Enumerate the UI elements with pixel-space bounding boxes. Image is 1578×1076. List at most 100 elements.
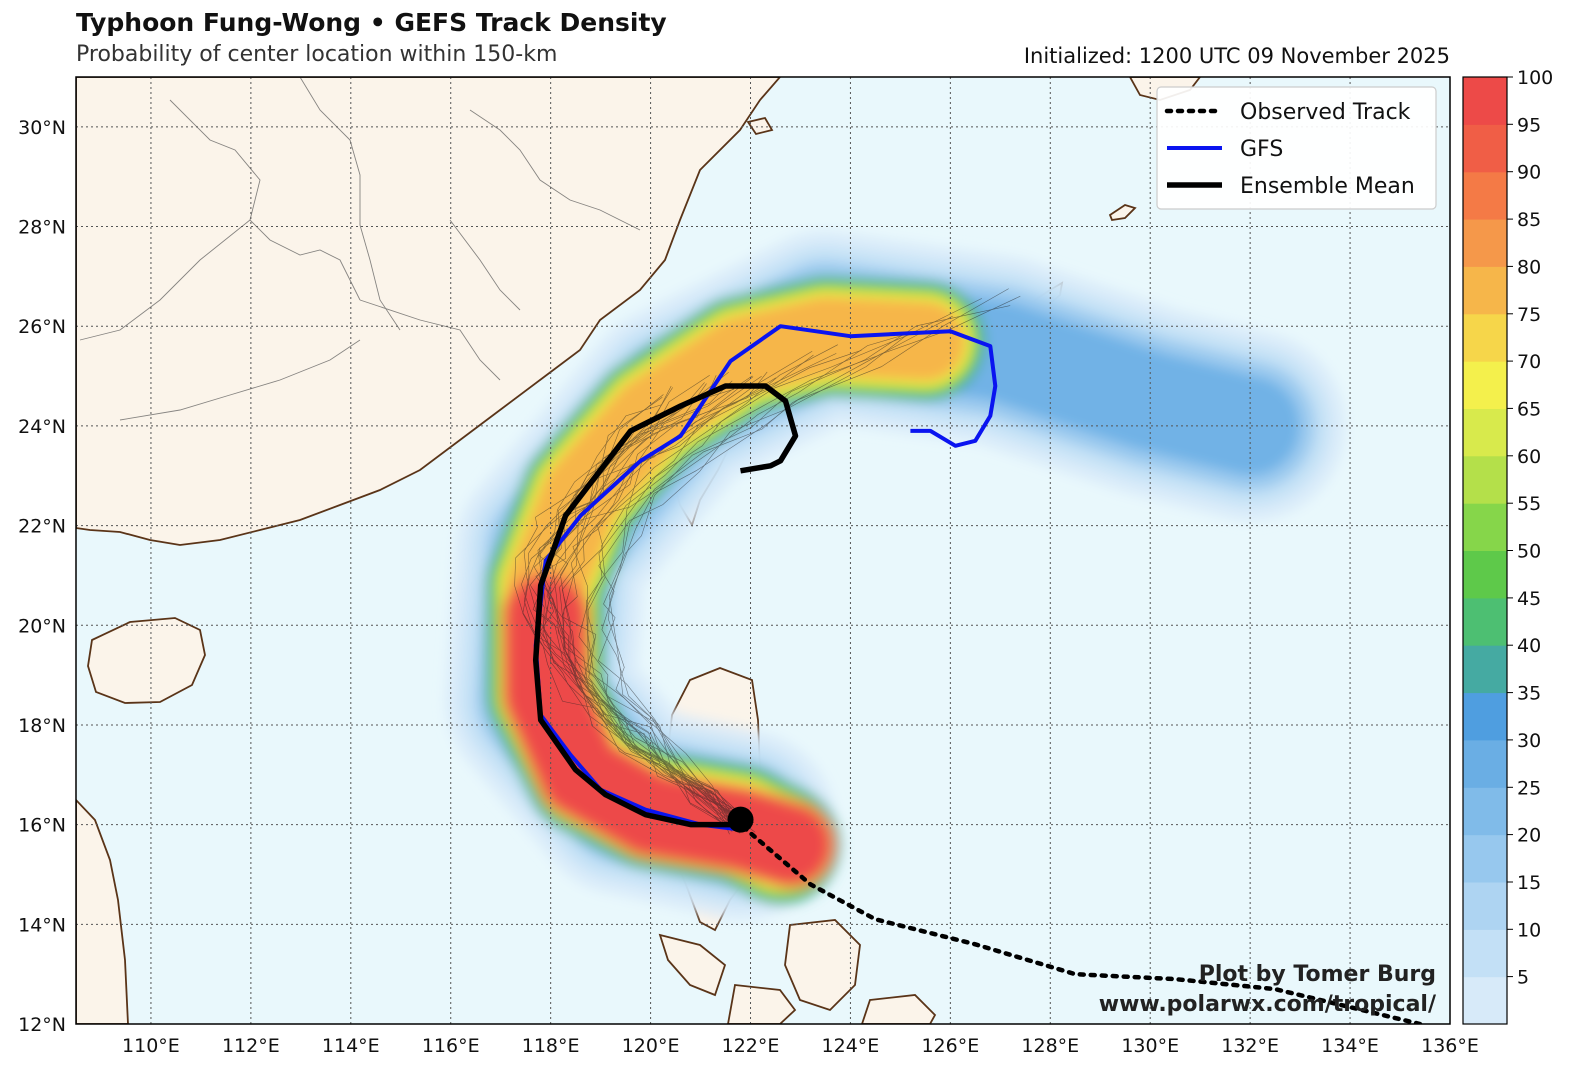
- colorbar-segment: [1463, 597, 1507, 646]
- colorbar-tick-label: 15: [1517, 872, 1541, 894]
- lat-label: 12°N: [18, 1014, 66, 1036]
- longitude-labels: 110°E 112°E 114°E 116°E 118°E 120°E 122°E 124°E…: [122, 1035, 1479, 1057]
- chart-subtitle: Probability of center location within 15…: [76, 42, 558, 67]
- credit-url: www.polarwx.com/tropical/: [1099, 992, 1437, 1017]
- colorbar-tick-label: 20: [1517, 825, 1541, 847]
- land-panay: [727, 984, 797, 1024]
- lon-label: 116°E: [422, 1035, 480, 1057]
- lat-label: 28°N: [18, 217, 66, 239]
- lat-label: 24°N: [18, 416, 66, 438]
- lon-label: 134°E: [1321, 1035, 1379, 1057]
- ensemble-member-track: [578, 332, 914, 818]
- lat-label: 30°N: [18, 117, 66, 139]
- lon-label: 118°E: [522, 1035, 580, 1057]
- colorbar-tick-label: 95: [1517, 114, 1541, 136]
- colorbar-tick-label: 30: [1517, 730, 1541, 752]
- colorbar-segment: [1463, 313, 1507, 362]
- colorbar-segment: [1463, 171, 1507, 220]
- land-hainan: [87, 617, 206, 704]
- chart-title: Typhoon Fung-Wong • GEFS Track Density: [76, 8, 667, 37]
- colorbar-tick-label: 45: [1517, 588, 1541, 610]
- initialized-time: Initialized: 1200 UTC 09 November 2025: [1023, 44, 1450, 68]
- colorbar-tick-label: 35: [1517, 683, 1541, 705]
- current-position-marker: [727, 806, 754, 833]
- province-borders: [79, 77, 641, 421]
- land-china: [76, 77, 782, 546]
- colorbar-tick-label: 100: [1517, 67, 1553, 89]
- ensemble-member-track: [542, 380, 737, 831]
- land-negros: [861, 994, 937, 1024]
- colorbar-tick-label: 25: [1517, 777, 1541, 799]
- colorbar-labels: 100 95 90 85 80 75 70 65 60 55 50 45 40 35 30 25 20 15 10 5: [1507, 67, 1553, 989]
- ensemble-member-track: [608, 288, 1009, 817]
- land-japan-isles: [746, 116, 774, 136]
- colorbar-tick-label: 60: [1517, 446, 1541, 468]
- ensemble-member-track: [587, 315, 953, 833]
- colorbar-tick-label: 40: [1517, 635, 1541, 657]
- colorbar-segment: [1463, 408, 1507, 457]
- land-samar-leyte: [784, 919, 861, 1012]
- colorbar-tick-label: 55: [1517, 493, 1541, 515]
- colorbar-segment: [1463, 739, 1507, 788]
- map-frame: [75, 76, 1451, 1025]
- colorbar-tick-label: 10: [1517, 919, 1541, 941]
- land-mindoro: [658, 933, 727, 997]
- land-indochina: [76, 798, 129, 1024]
- observed-track-line: [738, 822, 1423, 1024]
- lat-label: 18°N: [18, 715, 66, 737]
- colorbar-tick-label: 65: [1517, 398, 1541, 420]
- ensemble-member-track: [608, 295, 1021, 827]
- colorbar-tick-label: 50: [1517, 541, 1541, 563]
- colorbar-tick-label: 90: [1517, 162, 1541, 184]
- colorbar-tick-label: 75: [1517, 304, 1541, 326]
- colorbar-tick-label: 80: [1517, 256, 1541, 278]
- colorbar-segment: [1463, 692, 1507, 741]
- map-area: [76, 77, 1450, 1024]
- ensemble-member-track: [539, 388, 750, 830]
- colorbar-segment: [1463, 550, 1507, 599]
- colorbar-tick-label: 5: [1517, 967, 1529, 989]
- ensemble-member-track: [563, 354, 814, 826]
- lon-label: 136°E: [1421, 1035, 1479, 1057]
- lon-label: 110°E: [122, 1035, 180, 1057]
- latitude-labels: 30°N 28°N 26°N 24°N 22°N 20°N 18°N 16°N 14°N 12°N: [18, 117, 66, 1036]
- ensemble-member-tracks: [514, 288, 1021, 835]
- ensemble-member-track: [548, 371, 768, 830]
- lat-label: 26°N: [18, 316, 66, 338]
- land-amami: [1108, 204, 1137, 221]
- ensemble-member-track: [597, 305, 1011, 829]
- lon-label: 120°E: [622, 1035, 680, 1057]
- legend-label-ensemble-mean: Ensemble Mean: [1240, 174, 1415, 199]
- colorbar-segment: [1463, 503, 1507, 551]
- credit-author: Plot by Tomer Burg: [1199, 962, 1436, 987]
- colorbar-segment: [1463, 976, 1507, 1025]
- colorbar-tick-label: 70: [1517, 351, 1541, 373]
- colorbar-tick-label: 85: [1517, 209, 1541, 231]
- colorbar-segment: [1463, 361, 1507, 409]
- colorbar-segment: [1463, 645, 1507, 694]
- ensemble-member-track: [585, 331, 916, 830]
- legend: Observed Track GFS Ensemble Mean: [1156, 86, 1437, 210]
- lat-label: 22°N: [18, 516, 66, 538]
- colorbar-segment: [1463, 77, 1507, 125]
- colorbar-segment: [1463, 219, 1507, 267]
- colorbar-segment: [1463, 124, 1507, 173]
- legend-label-gfs: GFS: [1240, 137, 1283, 162]
- lon-label: 126°E: [921, 1035, 979, 1057]
- lat-label: 14°N: [18, 914, 66, 936]
- lon-label: 124°E: [822, 1035, 880, 1057]
- lon-label: 122°E: [722, 1035, 780, 1057]
- colorbar-segment: [1463, 929, 1507, 978]
- lon-label: 112°E: [222, 1035, 280, 1057]
- legend-box: [1156, 86, 1437, 210]
- colorbar-segment: [1463, 455, 1507, 504]
- lon-label: 130°E: [1121, 1035, 1179, 1057]
- ensemble-member-track: [559, 353, 837, 833]
- lat-label: 16°N: [18, 815, 66, 837]
- colorbar-segment: [1463, 266, 1507, 315]
- ensemble-member-track: [529, 382, 748, 829]
- lon-label: 128°E: [1021, 1035, 1079, 1057]
- legend-label-observed: Observed Track: [1240, 100, 1411, 125]
- colorbar-segment: [1463, 787, 1507, 836]
